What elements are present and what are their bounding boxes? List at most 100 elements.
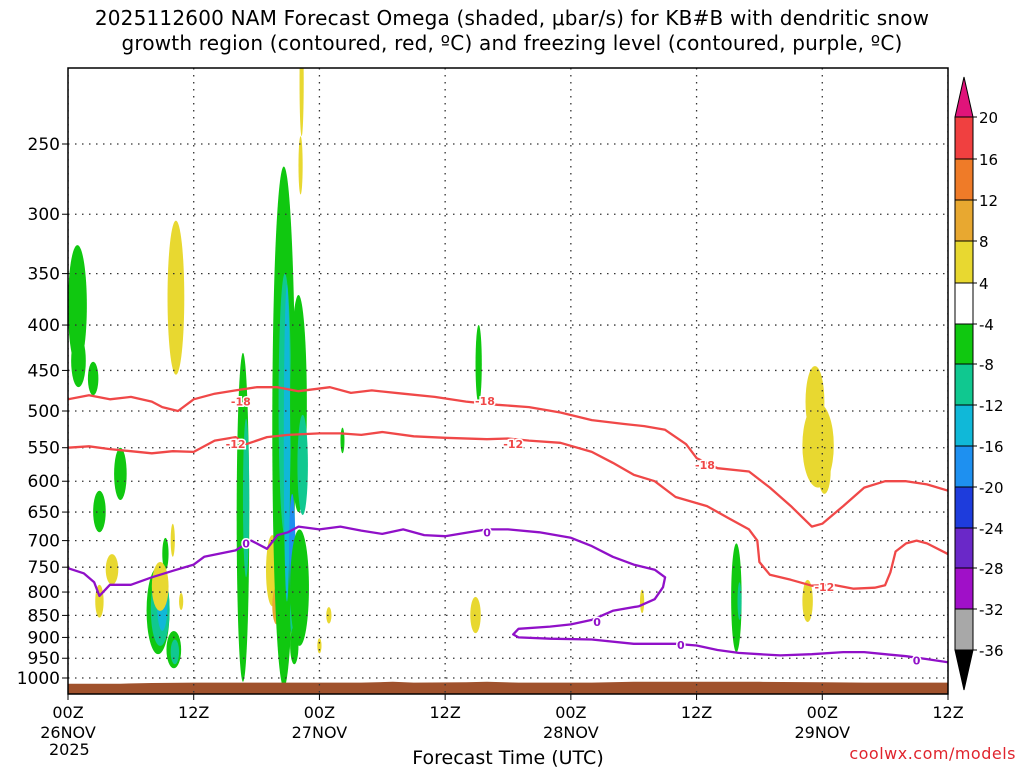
omega-area: [802, 579, 813, 623]
omega-area: [170, 639, 180, 665]
contour-labels: -18 -18 -18 -12 -12 -12 0 0 0 0 0: [224, 393, 922, 668]
colorbar-label: -20: [979, 479, 1004, 497]
contour-label: 0: [913, 654, 921, 667]
omega-area: [151, 562, 169, 611]
colorbar-bin: [954, 445, 974, 488]
contour-label: -12: [503, 438, 523, 451]
colorbar-label: -12: [979, 397, 1004, 415]
contour-label: 0: [483, 526, 491, 539]
colorbar-bin: [954, 282, 974, 325]
x-tick-label: 26NOV: [40, 723, 96, 742]
colorbar-bin: [954, 608, 974, 651]
y-tick-label: 800: [28, 583, 60, 603]
y-tick-label: 600: [28, 472, 60, 492]
x-tick-label: 00Z: [304, 703, 335, 722]
terrain-layer: [68, 681, 948, 694]
omega-area: [298, 136, 303, 195]
y-tick-label: 700: [28, 532, 60, 552]
contour-label: -12: [814, 581, 834, 594]
contour-label: -18: [231, 396, 251, 409]
contour-label: -12: [226, 438, 246, 451]
colorbar-bin: [954, 567, 974, 610]
contour-line-neg12: [68, 430, 948, 590]
omega-shading-layer: [68, 68, 834, 688]
y-tick-label: 1000: [17, 669, 60, 689]
contour-label: 0: [677, 639, 685, 652]
colorbar-bottom-arrow: [954, 649, 974, 691]
colorbar-bin: [954, 199, 974, 242]
colorbar-bin: [954, 116, 974, 160]
x-tick-label: 2025: [49, 740, 90, 759]
colorbar-bin: [954, 363, 974, 406]
colorbar-label: -16: [979, 438, 1004, 456]
contour-label: -18: [475, 395, 495, 408]
omega-area: [167, 220, 185, 375]
x-tick-label: 12Z: [429, 703, 460, 722]
omega-area: [242, 418, 250, 578]
colorbar-bin: [954, 404, 974, 447]
omega-area: [179, 593, 184, 610]
x-tick-label: 00Z: [807, 703, 838, 722]
x-tick-label: 12Z: [932, 703, 963, 722]
x-tick-label: 00Z: [555, 703, 586, 722]
x-tick-label: 12Z: [681, 703, 712, 722]
colorbar-bin: [954, 158, 974, 201]
omega-area: [326, 607, 332, 624]
omega-area: [170, 523, 175, 557]
omega-area: [317, 638, 322, 654]
colorbar-top-arrow: [954, 76, 974, 118]
colorbar-label: -32: [979, 601, 1004, 619]
plot-area: [68, 68, 948, 694]
chart-title-line2: growth region (contoured, red, ºC) and f…: [121, 31, 903, 55]
colorbar-label: 16: [979, 151, 998, 169]
omega-area: [340, 427, 345, 454]
colorbar-label: -36: [979, 642, 1004, 660]
y-tick-label: 350: [28, 265, 60, 285]
omega-area: [297, 414, 308, 516]
x-tick-label: 12Z: [178, 703, 209, 722]
omega-area: [283, 284, 291, 602]
chart-title-line1: 2025112600 NAM Forecast Omega (shaded, μ…: [94, 6, 930, 30]
omega-area: [162, 537, 169, 570]
colorbar-label: 8: [979, 233, 989, 251]
colorbar-label: -28: [979, 560, 1004, 578]
colorbar-label: 4: [979, 275, 989, 293]
contour-layer: [68, 386, 948, 664]
colorbar-label: -24: [979, 520, 1004, 538]
colorbar-label: 20: [979, 109, 998, 127]
x-tick-label: 27NOV: [292, 723, 348, 742]
colorbar-label: -4: [979, 316, 994, 334]
omega-area: [93, 490, 106, 533]
omega-area: [731, 543, 742, 653]
plot-frame: [67, 67, 949, 695]
y-tick-label: 450: [28, 361, 60, 381]
colorbar-bin: [954, 323, 974, 365]
y-axis: 2503003504004505005506006507007508008509…: [17, 135, 68, 689]
x-tick-label: 00Z: [52, 703, 83, 722]
colorbar-bin: [954, 527, 974, 569]
contour-label: 0: [593, 616, 601, 629]
y-tick-label: 950: [28, 649, 60, 669]
omega-area: [737, 582, 742, 620]
y-tick-label: 400: [28, 316, 60, 336]
colorbar-bin: [954, 486, 974, 529]
terrain-surface: [68, 681, 948, 694]
colorbar-label: 12: [979, 192, 998, 210]
omega-area: [290, 529, 309, 646]
omega-area: [475, 325, 482, 404]
contour-label: 0: [242, 537, 250, 550]
omega-area: [71, 334, 86, 388]
contour-line-0: [68, 525, 948, 664]
y-tick-label: 750: [28, 558, 60, 578]
omega-area: [470, 596, 481, 634]
omega-area: [818, 447, 831, 494]
x-tick-label: 28NOV: [543, 723, 599, 742]
y-tick-label: 300: [28, 205, 60, 225]
omega-area: [87, 361, 99, 396]
colorbar-label: -8: [979, 356, 994, 374]
omega-area: [105, 554, 119, 585]
y-tick-label: 900: [28, 628, 60, 648]
omega-area: [640, 589, 645, 614]
